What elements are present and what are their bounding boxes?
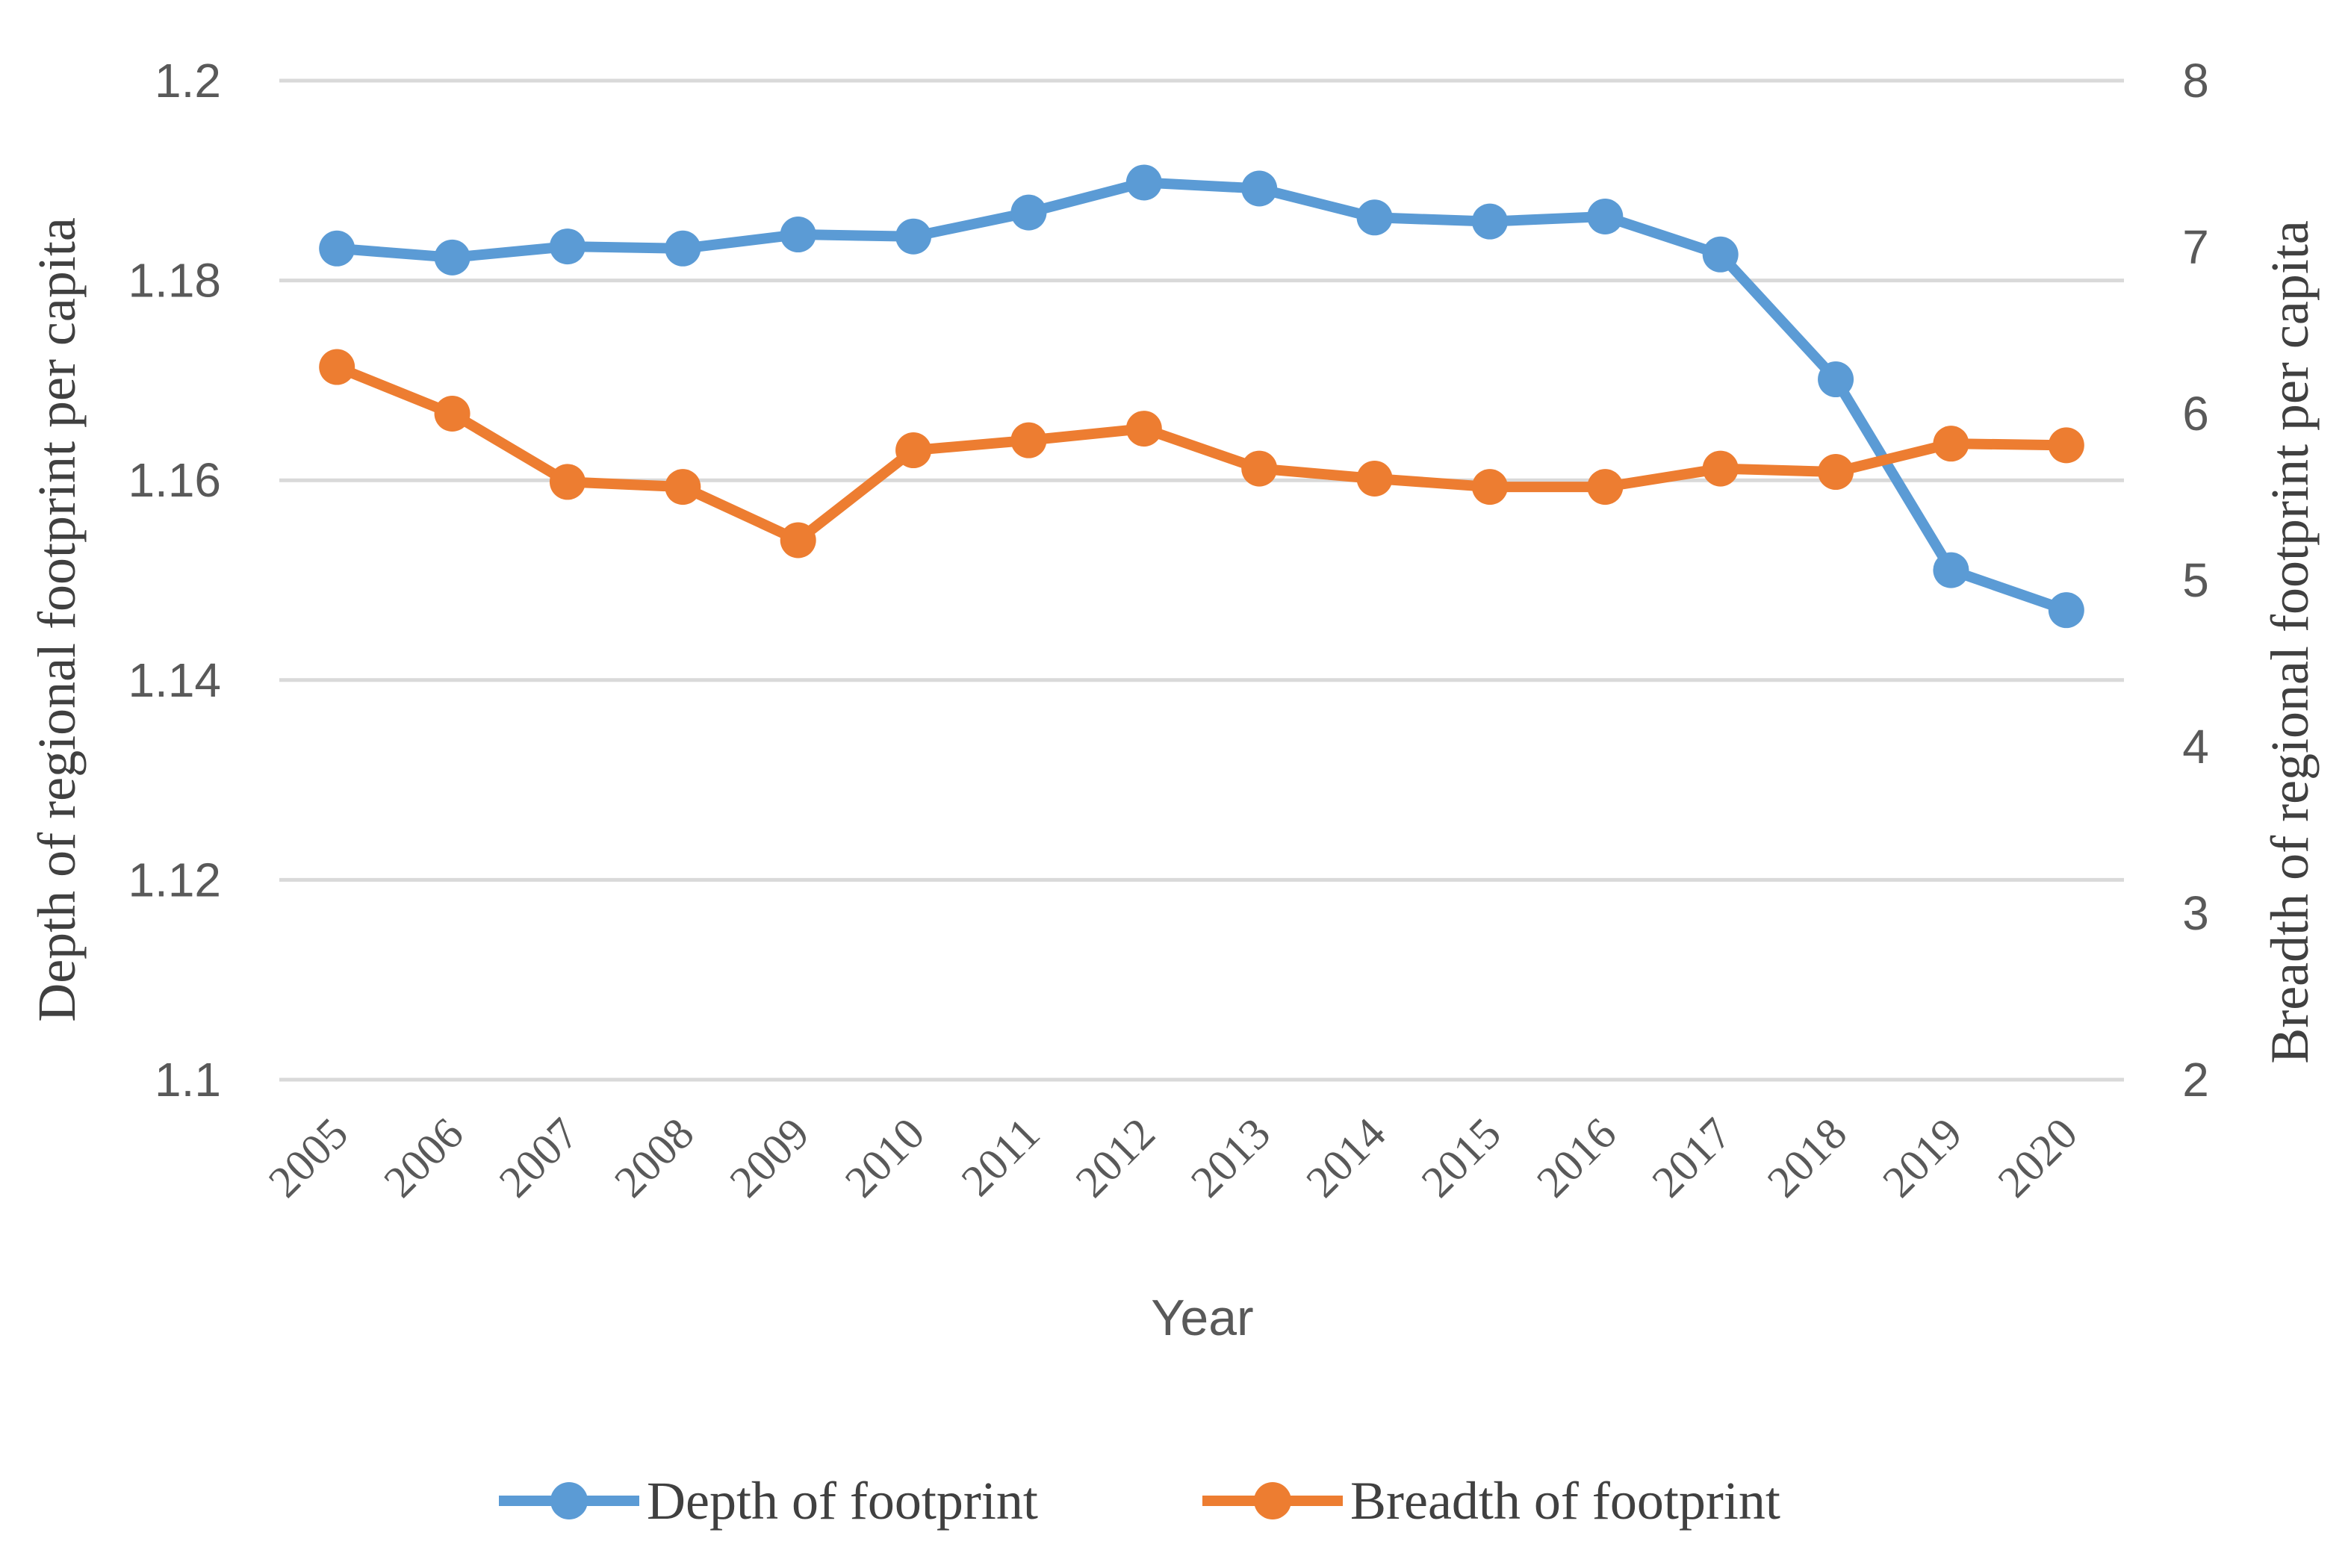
x-axis-ticks: 2005 2006 2007 2008 2009 2010 2011 2012 2013 2014… <box>259 1109 2087 1207</box>
data-point-breadth-of-footprint[interactable] <box>1125 411 1162 447</box>
data-point-depth-of-footprint[interactable] <box>1702 236 1739 273</box>
x-tick-label: 2016 <box>1527 1109 1626 1207</box>
right-tick-label: 2 <box>2182 1053 2209 1107</box>
data-point-breadth-of-footprint[interactable] <box>1702 450 1739 487</box>
x-tick-label: 2017 <box>1642 1109 1741 1207</box>
left-tick-label: 1.16 <box>128 453 221 507</box>
series-breadth-of-footprint <box>319 349 2084 559</box>
legend: Depth of footprint Breadth of footprint <box>499 1471 1780 1531</box>
data-point-breadth-of-footprint[interactable] <box>1818 454 1854 491</box>
data-point-depth-of-footprint[interactable] <box>2048 592 2084 629</box>
data-point-breadth-of-footprint[interactable] <box>1587 469 1624 505</box>
data-point-breadth-of-footprint[interactable] <box>1933 426 1969 462</box>
legend-item-breadth[interactable]: Breadth of footprint <box>1202 1471 1780 1531</box>
x-tick-label: 2010 <box>836 1109 934 1207</box>
x-tick-label: 2006 <box>374 1109 473 1207</box>
x-tick-label: 2011 <box>952 1109 1049 1206</box>
legend-swatch-breadth-marker <box>1254 1482 1291 1519</box>
x-tick-label: 2007 <box>490 1109 588 1207</box>
legend-swatch-depth-marker <box>550 1482 588 1519</box>
data-point-depth-of-footprint[interactable] <box>1587 198 1624 234</box>
x-tick-label: 2015 <box>1412 1109 1511 1207</box>
data-point-depth-of-footprint[interactable] <box>895 218 932 255</box>
x-tick-label: 2008 <box>605 1109 704 1207</box>
data-point-breadth-of-footprint[interactable] <box>1356 460 1393 497</box>
left-tick-label: 1.1 <box>155 1053 221 1107</box>
right-axis-title: Breadth of regional footprint per capita <box>2260 220 2320 1064</box>
right-tick-label: 3 <box>2182 886 2209 940</box>
right-tick-label: 6 <box>2182 387 2209 441</box>
data-point-breadth-of-footprint[interactable] <box>1471 469 1508 505</box>
left-y-axis-ticks: 1.2 1.18 1.16 1.14 1.12 1.1 <box>128 54 221 1107</box>
data-point-depth-of-footprint[interactable] <box>549 228 586 265</box>
right-y-axis-ticks: 8 7 6 5 4 3 2 <box>2182 54 2209 1107</box>
data-point-breadth-of-footprint[interactable] <box>780 522 816 559</box>
data-point-depth-of-footprint[interactable] <box>1818 361 1854 398</box>
series-depth-of-footprint <box>319 164 2084 629</box>
data-point-depth-of-footprint[interactable] <box>780 217 816 253</box>
series-line-breadth-of-footprint <box>332 361 2072 546</box>
x-tick-label: 2013 <box>1181 1109 1280 1207</box>
right-tick-label: 5 <box>2182 553 2209 607</box>
data-point-breadth-of-footprint[interactable] <box>895 432 932 469</box>
data-point-depth-of-footprint[interactable] <box>1125 164 1162 201</box>
left-tick-label: 1.18 <box>128 254 221 308</box>
left-tick-label: 1.2 <box>155 54 221 108</box>
gridlines <box>279 78 2124 1082</box>
data-point-breadth-of-footprint[interactable] <box>434 396 470 432</box>
x-tick-label: 2014 <box>1296 1109 1395 1207</box>
right-tick-label: 7 <box>2182 220 2209 274</box>
data-point-breadth-of-footprint[interactable] <box>319 349 355 385</box>
data-point-breadth-of-footprint[interactable] <box>2048 427 2084 464</box>
left-tick-label: 1.14 <box>128 653 221 707</box>
x-axis-title: Year <box>1151 1289 1253 1346</box>
data-point-depth-of-footprint[interactable] <box>1933 552 1969 588</box>
data-point-breadth-of-footprint[interactable] <box>549 464 586 500</box>
x-tick-label: 2012 <box>1066 1109 1164 1207</box>
right-tick-label: 4 <box>2182 720 2209 774</box>
x-tick-label: 2019 <box>1873 1109 1972 1207</box>
x-tick-label: 2005 <box>259 1109 358 1207</box>
data-point-depth-of-footprint[interactable] <box>1241 170 1278 207</box>
data-point-depth-of-footprint[interactable] <box>1356 199 1393 236</box>
data-point-breadth-of-footprint[interactable] <box>1010 422 1047 458</box>
series-line-depth-of-footprint <box>332 177 2072 616</box>
data-point-breadth-of-footprint[interactable] <box>665 469 701 505</box>
right-tick-label: 8 <box>2182 54 2209 108</box>
data-point-breadth-of-footprint[interactable] <box>1241 450 1278 487</box>
left-tick-label: 1.12 <box>128 853 221 906</box>
data-point-depth-of-footprint[interactable] <box>1471 203 1508 240</box>
legend-label-breadth: Breadth of footprint <box>1350 1471 1780 1531</box>
x-tick-label: 2020 <box>1988 1109 2087 1207</box>
legend-label-depth: Depth of footprint <box>647 1471 1038 1531</box>
data-point-depth-of-footprint[interactable] <box>665 230 701 267</box>
left-axis-title: Depth of regional footprint per capita <box>27 217 87 1022</box>
legend-item-depth[interactable]: Depth of footprint <box>499 1471 1038 1531</box>
series-layer <box>319 164 2084 629</box>
data-point-depth-of-footprint[interactable] <box>1010 194 1047 231</box>
x-tick-label: 2009 <box>720 1109 819 1207</box>
x-tick-label: 2018 <box>1758 1109 1857 1207</box>
data-point-depth-of-footprint[interactable] <box>319 230 355 267</box>
data-point-depth-of-footprint[interactable] <box>434 239 470 276</box>
